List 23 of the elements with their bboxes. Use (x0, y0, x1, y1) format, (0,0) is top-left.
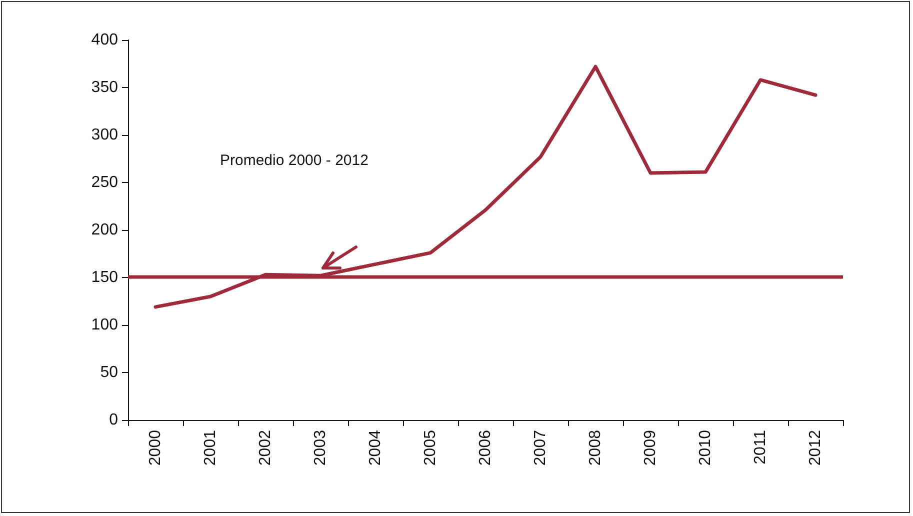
y-tick-label: 50 (100, 364, 118, 381)
x-tick-label: 2001 (202, 430, 219, 466)
x-tick-label: 2002 (257, 430, 274, 466)
y-tick-label: 350 (91, 79, 118, 96)
x-tick-label: 2009 (642, 430, 659, 466)
x-tick-label: 2006 (477, 430, 494, 466)
x-tick-label: 2007 (532, 430, 549, 466)
y-tick-label: 0 (109, 412, 118, 428)
y-tick-label: 150 (91, 269, 118, 286)
y-tick-label: 200 (91, 222, 118, 238)
x-tick-label: 2003 (312, 430, 329, 466)
x-tick-label: 2004 (367, 430, 384, 466)
x-tick-label: 2010 (697, 430, 714, 466)
y-tick-label: 100 (91, 316, 118, 334)
x-tick-label: 2000 (147, 430, 164, 466)
x-tick-label: 2011 (752, 430, 769, 464)
x-tick-label: 2005 (422, 430, 439, 466)
y-tick-label: 400 (91, 32, 118, 48)
annotation: Promedio 2000 - 2012 (220, 152, 368, 169)
x-tick-label: 2008 (587, 430, 604, 466)
y-tick-label: 300 (91, 126, 118, 144)
y-tick-label: 250 (91, 174, 118, 191)
x-tick-label: 2012 (807, 430, 824, 466)
